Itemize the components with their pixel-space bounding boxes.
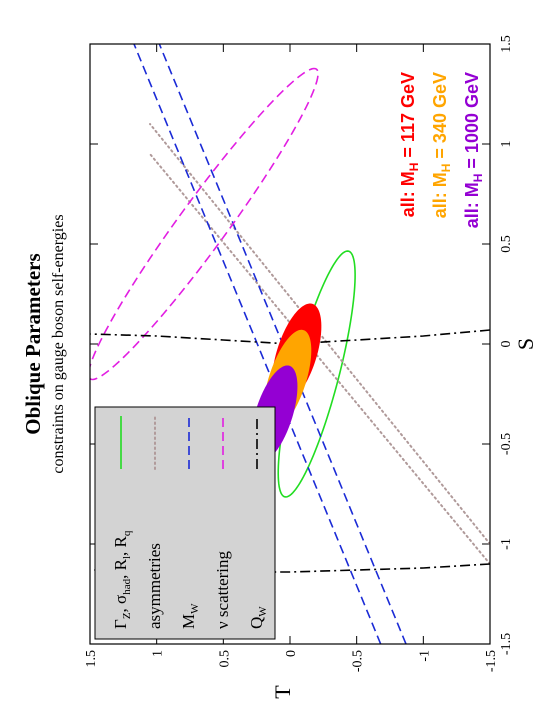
x-tick-label: 1 — [499, 141, 514, 148]
x-tick-label: 1.5 — [499, 35, 514, 53]
x-tick-label: 0 — [499, 341, 514, 348]
y-axis-label: T — [270, 685, 295, 699]
annotation-1000-gev: all: MH = 1000 GeV — [462, 72, 485, 228]
series-z-had-r-l-r-q — [277, 250, 356, 498]
legend-label-gamma-z: ΓZ, σhad, Rl, Rq — [111, 530, 133, 629]
x-axis-label: S — [513, 338, 538, 350]
x-tick-label: -0.5 — [499, 433, 514, 455]
annotation-340-gev: all: MH = 340 GeV — [430, 72, 453, 218]
legend-box — [94, 406, 276, 640]
legend: ΓZ, σhad, Rl, Rq asymmetries MW ν scatte… — [94, 406, 276, 640]
series-m-w — [133, 44, 382, 644]
legend-label-qw: QW — [247, 606, 269, 629]
y-tick-label: -1 — [417, 650, 432, 662]
x-tick-label: -1.5 — [499, 633, 514, 655]
rotated-chart: Oblique Parameters constraints on gauge … — [21, 35, 538, 698]
y-tick-label: 0 — [284, 650, 299, 657]
chart-title: Oblique Parameters — [21, 253, 45, 434]
legend-label-nu-scattering: ν scattering — [213, 550, 232, 629]
x-tick-label: -1 — [499, 538, 514, 550]
y-tick-label: 1 — [151, 650, 166, 657]
higgs-annotations: all: MH = 117 GeV all: MH = 340 GeV all:… — [398, 72, 485, 228]
y-tick-label: 1.5 — [84, 650, 99, 668]
series-scattering — [90, 67, 319, 381]
x-tick-label: 0.5 — [499, 235, 514, 253]
y-tick-label: 0.5 — [217, 650, 232, 668]
chart-subtitle: constraints on gauge boson self-energies — [50, 214, 67, 473]
legend-label-asymmetries: asymmetries — [145, 543, 164, 629]
legend-label-mw: MW — [179, 603, 201, 629]
y-tick-label: -1.5 — [484, 650, 499, 672]
series-asymmetries — [149, 153, 490, 565]
y-tick-label: -0.5 — [351, 650, 366, 672]
plot-frame — [89, 43, 491, 645]
series-q-w — [90, 563, 490, 573]
annotation-117-gev: all: MH = 117 GeV — [398, 72, 421, 217]
